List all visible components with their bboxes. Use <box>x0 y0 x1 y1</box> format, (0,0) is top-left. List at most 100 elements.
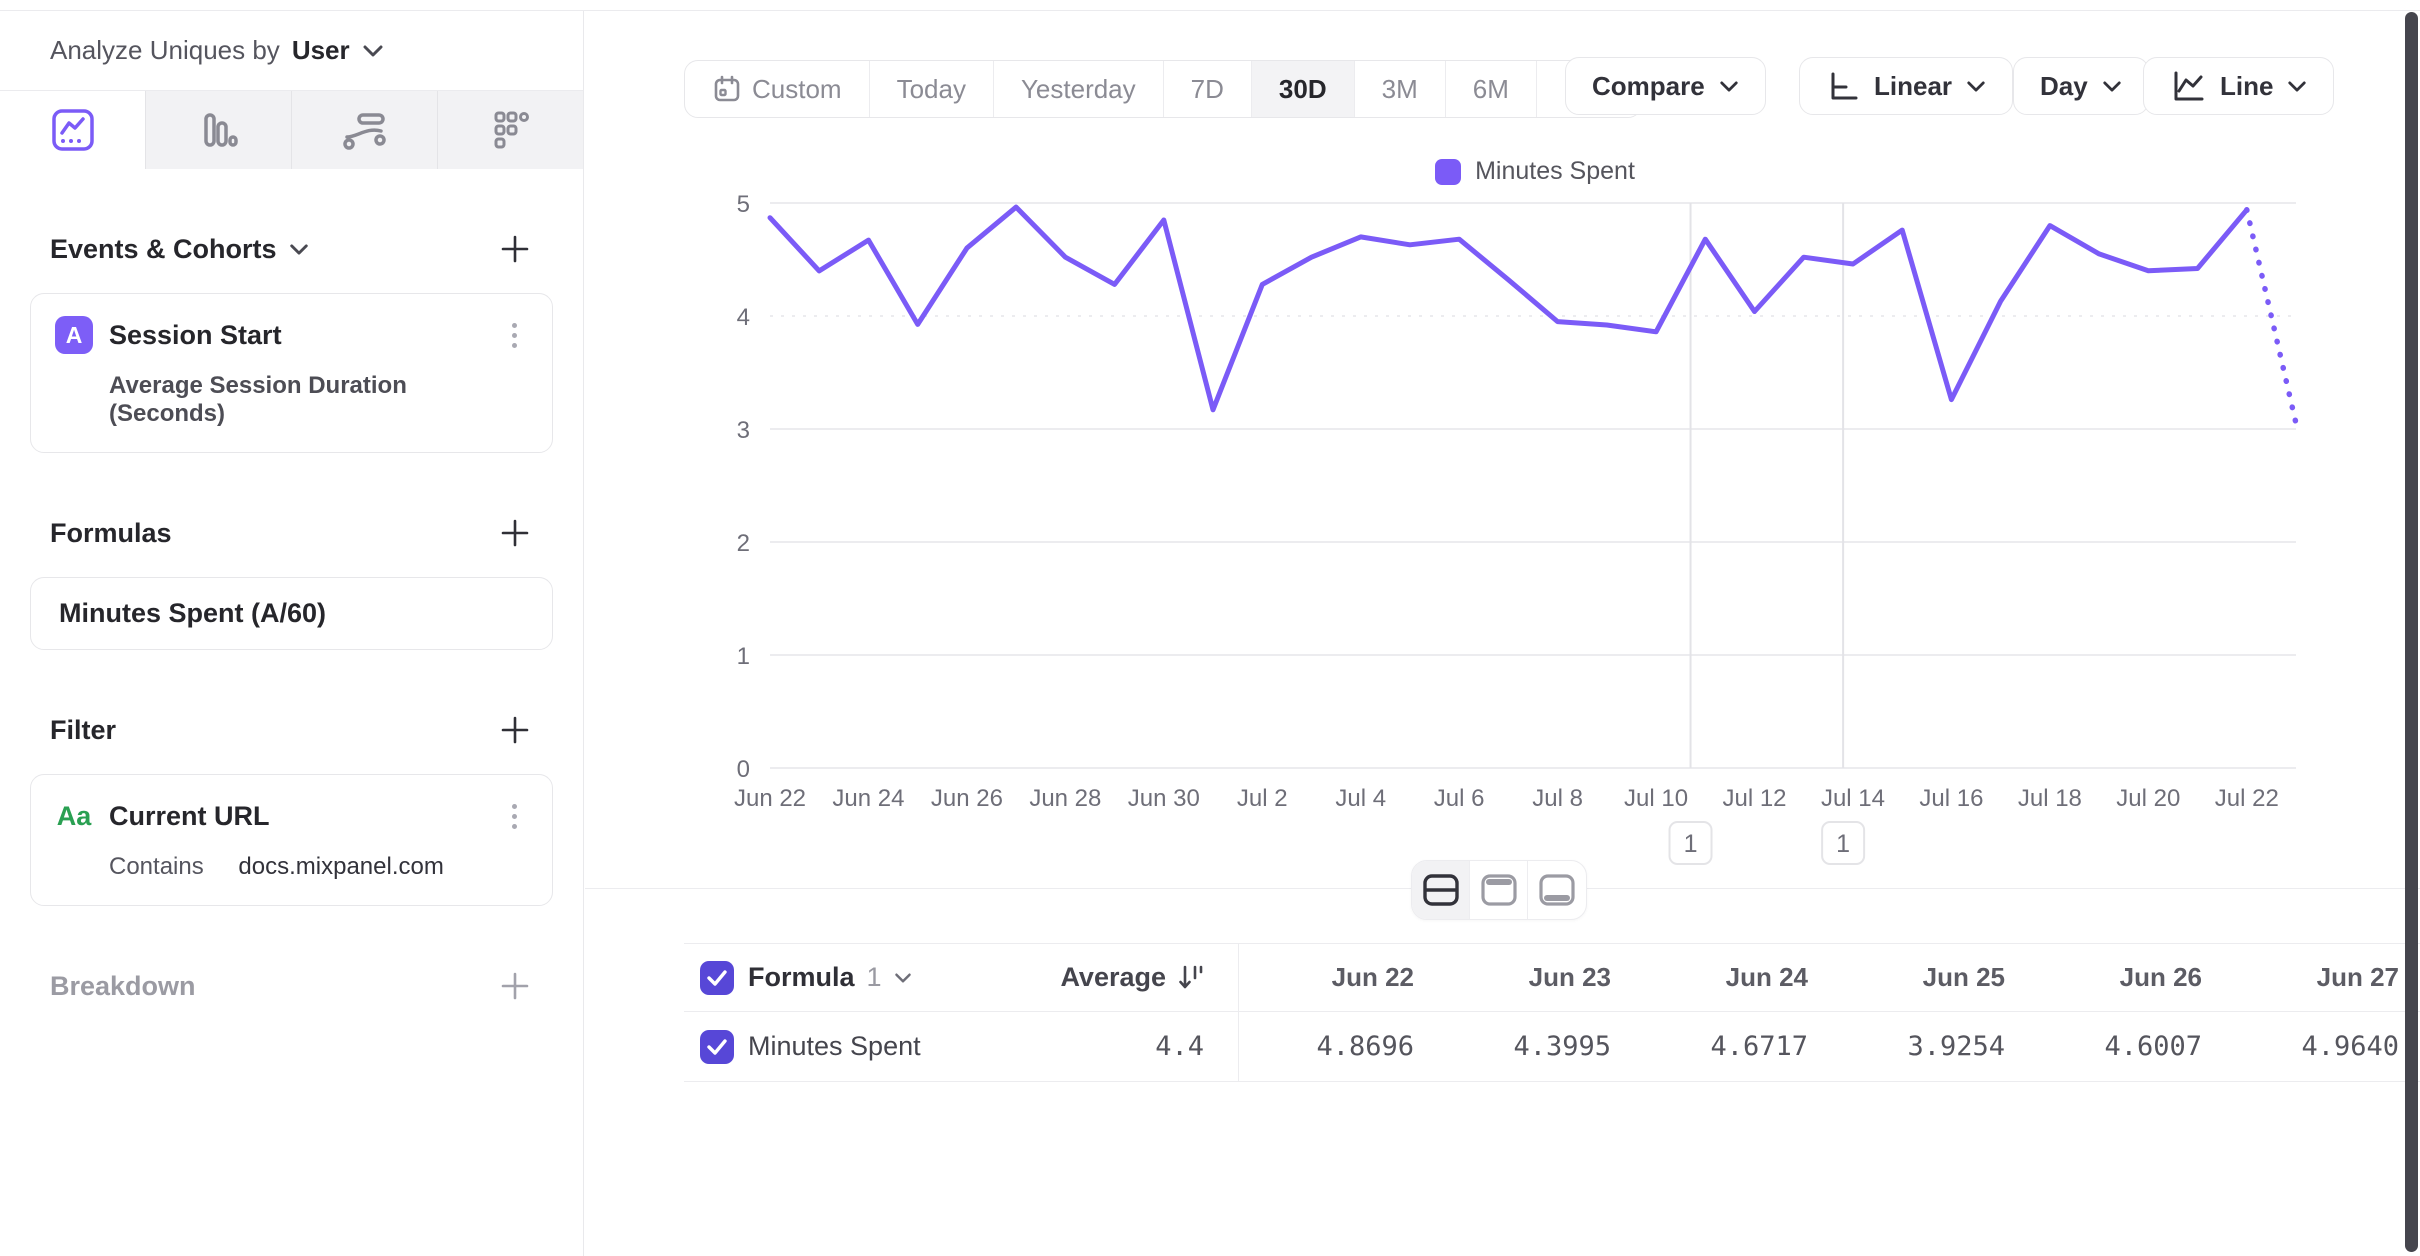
x-axis-tick: Jul 20 <box>2116 785 2180 812</box>
retention-grid-icon <box>488 107 534 153</box>
chart-type-button[interactable]: Line <box>2143 57 2335 115</box>
analyze-value-dropdown[interactable]: User <box>291 35 350 65</box>
range-6m[interactable]: 6M <box>1446 61 1537 117</box>
breakdown-title: Breakdown <box>50 970 196 1001</box>
date-column-headers: Jun 22 Jun 23 Jun 24 Jun 25 Jun 26 Jun 27 <box>1238 944 2420 1011</box>
range-yesterday[interactable]: Yesterday <box>994 61 1164 117</box>
x-axis-tick: Jul 6 <box>1434 785 1485 812</box>
report-canvas: CustomTodayYesterday7D30D3M6M12M Compare… <box>585 11 2420 1256</box>
column-header-jun-25[interactable]: Jun 25 <box>1922 962 2005 992</box>
kebab-menu-icon[interactable] <box>500 319 528 352</box>
event-letter-badge: A <box>55 316 93 354</box>
string-property-icon: Aa <box>56 800 92 831</box>
range-today[interactable]: Today <box>870 61 994 117</box>
page-scrollbar[interactable] <box>2405 12 2418 1252</box>
tab-bar-chart[interactable] <box>146 91 292 169</box>
formula-expression[interactable]: Minutes Spent (A/60) <box>59 598 327 628</box>
column-header-jun-24[interactable]: Jun 24 <box>1725 962 1808 992</box>
events-cohorts-header: Events & Cohorts <box>30 231 553 267</box>
x-axis-tick: Jul 22 <box>2215 785 2279 812</box>
filter-card-current-url[interactable]: Aa Current URL Contains docs.mixpanel.co… <box>30 774 553 906</box>
table-cell: 4.9640 <box>2301 1031 2399 1062</box>
range-7d[interactable]: 7D <box>1164 61 1252 117</box>
add-event-button[interactable] <box>497 231 533 267</box>
tab-retention-grid[interactable] <box>438 91 583 169</box>
split-view-button[interactable] <box>1412 861 1470 919</box>
bar-chart-icon <box>196 107 242 153</box>
x-axis-tick: Jun 24 <box>832 785 904 812</box>
y-axis-tick: 0 <box>737 756 750 783</box>
column-header-jun-27[interactable]: Jun 27 <box>2316 962 2399 992</box>
query-builder-sidebar: Analyze Uniques by User <box>0 11 584 1256</box>
average-column-header[interactable]: Average <box>1049 962 1204 993</box>
range-3m[interactable]: 3M <box>1355 61 1446 117</box>
annotation-badge[interactable]: 1 <box>1668 821 1713 865</box>
scale-button[interactable]: Linear <box>1799 57 2014 115</box>
add-filter-button[interactable] <box>497 712 533 748</box>
event-name[interactable]: Session Start <box>109 319 282 350</box>
x-axis-tick: Jul 8 <box>1532 785 1583 812</box>
table-only-view-icon <box>1539 874 1575 906</box>
x-axis-tick: Jul 16 <box>1919 785 1983 812</box>
tab-flows[interactable] <box>292 91 438 169</box>
line-chart-svg: 0 1 2 3 4 5 Jun 22 Jun 24 Jun 26 Jun 28 Jun 30 Jul … <box>734 191 2299 865</box>
filter-property[interactable]: Current URL <box>109 800 270 831</box>
chart-legend[interactable]: Minutes Spent <box>715 157 2355 186</box>
table-row-minutes-spent: Minutes Spent 4.4 4.8696 4.3995 4.6717 3.92… <box>684 1012 2420 1082</box>
chevron-down-icon[interactable] <box>362 44 384 58</box>
event-card-session-start[interactable]: A Session Start Average Session Duration… <box>30 293 553 453</box>
select-all-checkbox[interactable] <box>700 960 734 995</box>
series-line[interactable] <box>767 204 2250 413</box>
row-checkbox[interactable] <box>700 1029 734 1064</box>
svg-text:1: 1 <box>1836 830 1850 858</box>
results-table: Formula 1 Average Jun 22 Jun 23 Jun 24 Jun … <box>684 943 2420 1082</box>
tab-insights-line[interactable] <box>0 91 146 169</box>
chart-only-view-button[interactable] <box>1470 861 1528 919</box>
x-axis-tick: Jun 22 <box>734 785 806 812</box>
column-header-jun-23[interactable]: Jun 23 <box>1528 962 1611 992</box>
filter-value[interactable]: docs.mixpanel.com <box>238 853 444 880</box>
x-axis-tick: Jul 12 <box>1722 785 1786 812</box>
chevron-down-icon <box>289 243 309 256</box>
range-custom[interactable]: Custom <box>685 61 870 117</box>
analyze-label: Analyze Uniques by <box>50 35 280 65</box>
event-measurement[interactable]: Average Session Duration (Seconds) <box>109 372 407 427</box>
legend-label: Minutes Spent <box>1475 157 1635 185</box>
formula-card[interactable]: Minutes Spent (A/60) <box>30 577 553 650</box>
analyze-uniques-row: Analyze Uniques by User <box>0 11 583 91</box>
table-only-view-button[interactable] <box>1528 861 1586 919</box>
x-axis-tick: Jul 2 <box>1237 785 1288 812</box>
add-formula-button[interactable] <box>497 515 533 551</box>
kebab-menu-icon[interactable] <box>500 800 528 833</box>
svg-text:1: 1 <box>1684 830 1698 858</box>
column-header-jun-26[interactable]: Jun 26 <box>2119 962 2202 992</box>
events-cohorts-title[interactable]: Events & Cohorts <box>50 234 309 265</box>
filter-operator[interactable]: Contains <box>109 853 204 880</box>
compare-button[interactable]: Compare <box>1565 57 1766 115</box>
table-cell: 3.9254 <box>1907 1031 2005 1062</box>
table-cell: 4.8696 <box>1316 1031 1414 1062</box>
x-axis-tick: Jul 14 <box>1821 785 1885 812</box>
split-view-icon <box>1422 874 1459 906</box>
filter-header: Filter <box>30 712 553 748</box>
y-axis-tick: 3 <box>737 417 750 444</box>
row-average-value: 4.4 <box>1155 1031 1204 1062</box>
column-header-jun-22[interactable]: Jun 22 <box>1331 962 1414 992</box>
chevron-down-icon <box>1720 81 1738 91</box>
formulas-header: Formulas <box>30 515 553 551</box>
sort-descending-icon <box>1179 965 1203 988</box>
query-sections: Events & Cohorts A Session Start Average… <box>0 231 583 1004</box>
formula-group-header[interactable]: Formula 1 <box>748 962 1049 993</box>
flows-icon <box>341 107 389 153</box>
row-label[interactable]: Minutes Spent <box>748 1031 921 1061</box>
table-cell: 4.6007 <box>2104 1031 2202 1062</box>
insights-line-icon <box>50 107 96 153</box>
chevron-down-icon <box>2103 81 2121 91</box>
add-breakdown-button[interactable] <box>497 968 533 1004</box>
date-range-picker: CustomTodayYesterday7D30D3M6M12M <box>684 60 1643 118</box>
range-30d[interactable]: 30D <box>1251 61 1355 117</box>
interval-button[interactable]: Day <box>2013 57 2149 115</box>
annotation-badge[interactable]: 1 <box>1821 821 1866 865</box>
x-axis-tick: Jul 10 <box>1624 785 1688 812</box>
